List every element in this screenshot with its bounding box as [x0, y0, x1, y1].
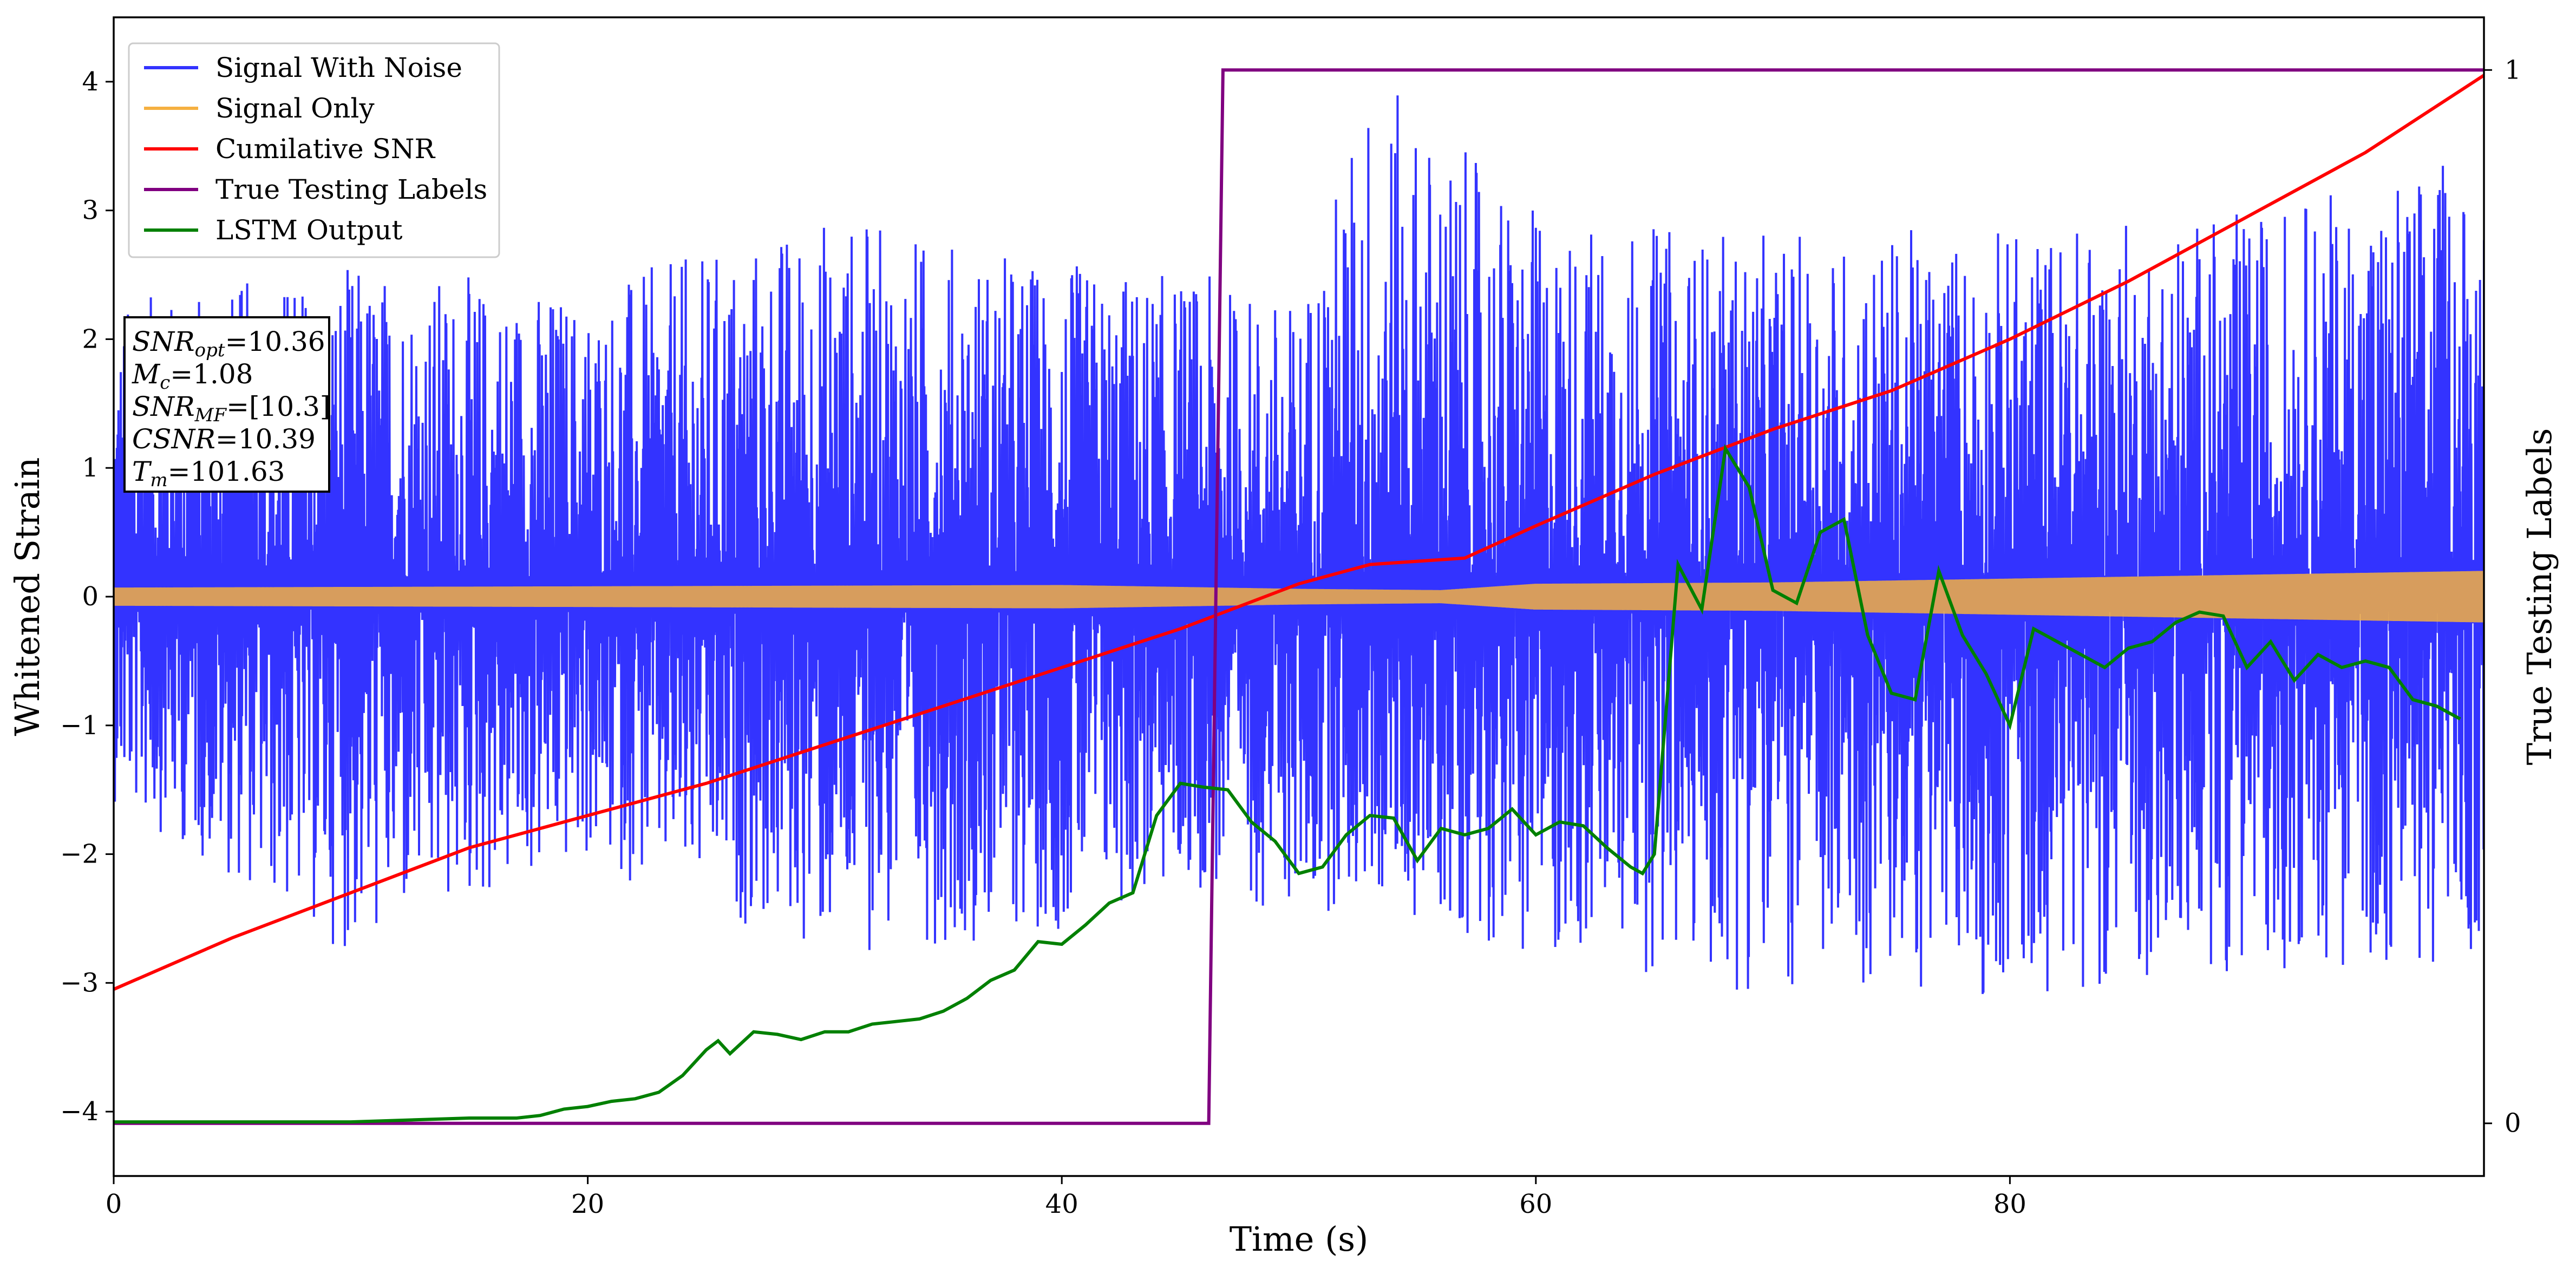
legend-label: True Testing Labels [215, 174, 487, 205]
info-box-line: SNRopt=10.36 [132, 326, 325, 361]
x-tick-label: 0 [106, 1189, 122, 1219]
legend-label: LSTM Output [215, 214, 402, 246]
info-box: SNRopt=10.36Mc=1.08SNRMF=[10.3]CSNR=10.3… [123, 316, 330, 493]
y-left-tick-label: 1 [82, 453, 99, 483]
y-left-axis-title: Whitened Strain [8, 458, 47, 736]
legend: Signal With Noise Signal Only Cumilative S… [128, 42, 500, 258]
y-left-tick-label: −4 [60, 1096, 99, 1127]
x-tick-label: 40 [1045, 1189, 1078, 1219]
y-left-tick-label: −3 [60, 968, 99, 998]
y-left-tick-label: −2 [60, 839, 99, 870]
y-left-tick-label: 2 [82, 324, 99, 354]
series-lstm-output-line [114, 443, 2461, 1124]
x-tick-label: 20 [571, 1189, 604, 1219]
x-axis: 0 20 40 60 80 [106, 1176, 2026, 1219]
legend-label: Signal Only [215, 93, 375, 124]
series-cumilative-snr-line [114, 74, 2484, 991]
y-right-tick-label: 0 [2505, 1108, 2521, 1139]
y-left-tick-label: 4 [82, 67, 99, 97]
y-right-tick-label: 1 [2505, 55, 2521, 85]
y-left-tick-label: 0 [82, 582, 99, 612]
y-right-axis-title: True Testing Labels [2520, 428, 2559, 766]
x-axis-title: Time (s) [1230, 1219, 1369, 1259]
x-tick-label: 60 [1519, 1189, 1552, 1219]
series-signal-with-noise-line [114, 95, 2484, 994]
y-left-axis: −4 −3 −2 −1 0 1 2 3 4 [60, 67, 114, 1127]
series-true-testing-labels-line [114, 68, 2484, 1125]
y-left-tick-label: −1 [60, 710, 99, 741]
y-right-axis: 01 [2484, 55, 2521, 1139]
series-signal-only-line [114, 571, 2484, 623]
info-box-line: Mc=1.08 [132, 358, 253, 394]
info-box-line: SNRMF=[10.3] [132, 391, 330, 426]
x-tick-label: 80 [1993, 1189, 2026, 1219]
info-box-line: Tm=101.63 [132, 456, 285, 491]
series-layer [114, 68, 2484, 1125]
info-box-frame [123, 316, 330, 493]
info-box-line: CSNR=10.39 [132, 423, 316, 455]
legend-label: Cumilative SNR [215, 133, 435, 165]
legend-frame [128, 42, 500, 258]
y-left-tick-label: 3 [82, 195, 99, 226]
legend-label: Signal With Noise [215, 52, 462, 83]
